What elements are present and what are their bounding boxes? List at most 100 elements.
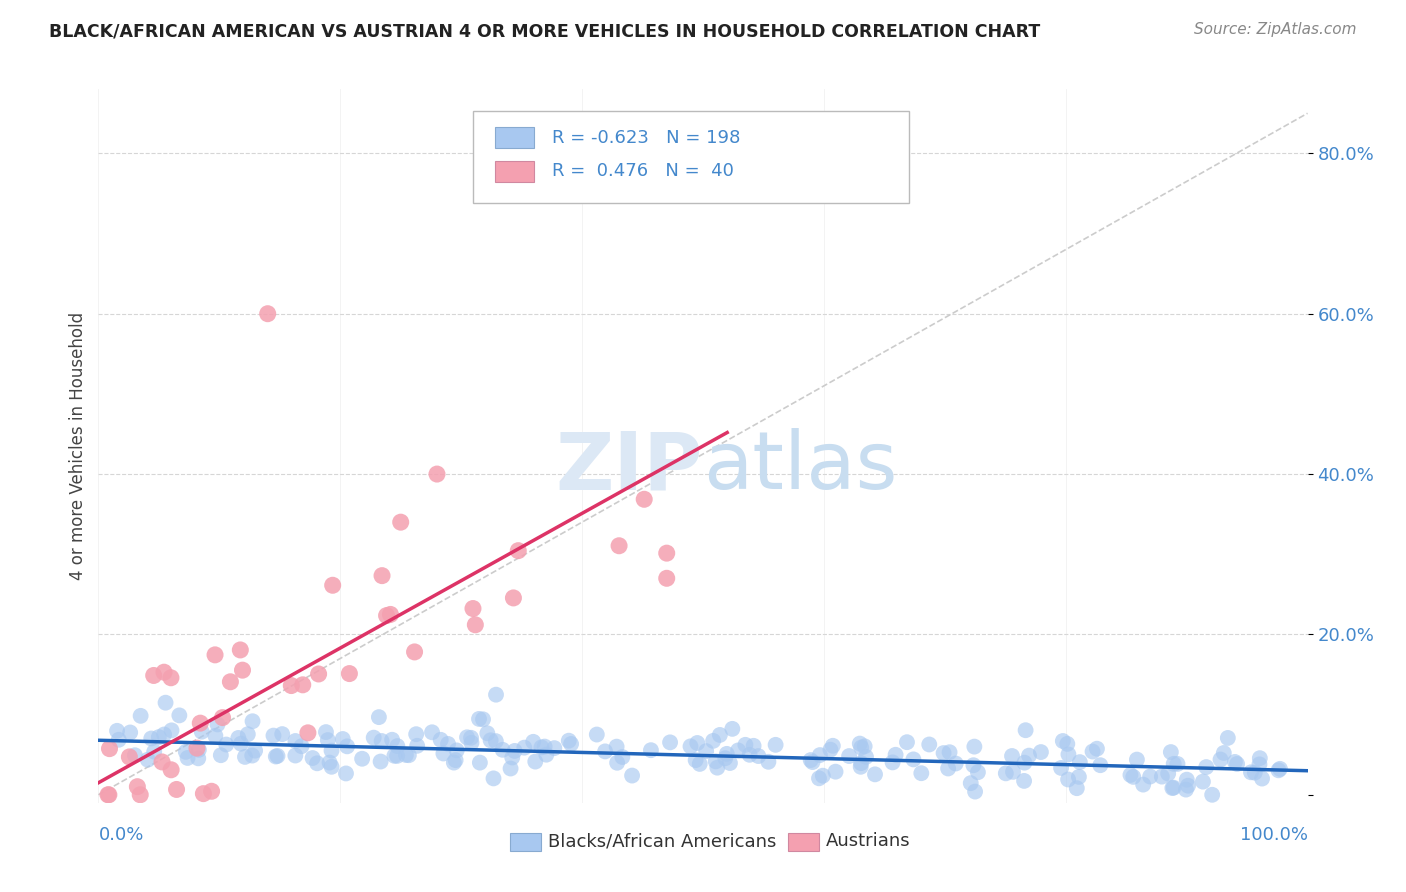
Point bbox=[1249, 757, 1271, 772]
Point bbox=[534, 146, 557, 161]
Point bbox=[160, 723, 183, 738]
Point bbox=[685, 753, 707, 767]
FancyBboxPatch shape bbox=[495, 161, 534, 182]
Text: R = -0.623   N = 198: R = -0.623 N = 198 bbox=[551, 128, 740, 146]
Point bbox=[1175, 772, 1198, 787]
Point bbox=[962, 758, 984, 772]
Point bbox=[849, 737, 872, 751]
Point bbox=[352, 752, 374, 766]
Point bbox=[863, 767, 886, 781]
Point bbox=[129, 709, 152, 723]
Point bbox=[718, 756, 741, 770]
Point bbox=[501, 750, 523, 764]
Point bbox=[1212, 746, 1234, 760]
Point bbox=[188, 716, 211, 731]
Point bbox=[380, 607, 402, 622]
Point bbox=[1069, 755, 1091, 769]
Point bbox=[1067, 770, 1090, 784]
Point bbox=[207, 717, 229, 731]
Point bbox=[1249, 751, 1271, 765]
Point bbox=[1174, 782, 1197, 797]
Point bbox=[910, 766, 932, 780]
Point bbox=[918, 738, 941, 752]
Point bbox=[758, 755, 780, 769]
Point bbox=[742, 739, 765, 753]
Point bbox=[1056, 737, 1078, 751]
Point bbox=[1052, 734, 1074, 748]
Point bbox=[186, 741, 208, 756]
Point bbox=[686, 736, 709, 750]
Point bbox=[1057, 747, 1080, 762]
Point bbox=[307, 756, 329, 771]
Point bbox=[716, 747, 738, 761]
Point bbox=[482, 772, 505, 786]
Point bbox=[513, 740, 536, 755]
Point bbox=[370, 755, 392, 769]
Point bbox=[321, 743, 343, 757]
Point bbox=[530, 740, 553, 755]
Point bbox=[479, 733, 502, 747]
Point bbox=[679, 739, 702, 754]
Point bbox=[1057, 772, 1080, 787]
Point bbox=[1050, 761, 1073, 775]
FancyBboxPatch shape bbox=[787, 833, 820, 851]
Point bbox=[1192, 774, 1215, 789]
Point bbox=[231, 663, 253, 677]
Point bbox=[800, 753, 823, 767]
Point bbox=[560, 737, 582, 751]
Point bbox=[1014, 756, 1036, 770]
Point bbox=[384, 748, 406, 763]
Point bbox=[655, 571, 678, 585]
Point bbox=[456, 731, 478, 745]
Point bbox=[370, 734, 392, 748]
Point bbox=[485, 734, 508, 748]
Point bbox=[229, 737, 252, 751]
Point bbox=[219, 674, 242, 689]
Point bbox=[1243, 765, 1265, 780]
Point bbox=[606, 756, 628, 770]
Point bbox=[1090, 758, 1112, 772]
Point bbox=[153, 727, 176, 741]
Point bbox=[187, 751, 209, 765]
Point bbox=[855, 750, 877, 764]
Point bbox=[371, 568, 394, 582]
Point bbox=[160, 671, 183, 685]
Point bbox=[1119, 768, 1142, 782]
Point bbox=[808, 772, 831, 786]
Point bbox=[405, 727, 427, 741]
Point bbox=[1081, 745, 1104, 759]
Point bbox=[339, 666, 361, 681]
Point bbox=[765, 738, 787, 752]
Point bbox=[176, 751, 198, 765]
Point bbox=[461, 601, 484, 615]
Point bbox=[215, 738, 238, 752]
Point bbox=[335, 766, 357, 780]
Point bbox=[316, 733, 339, 747]
Point bbox=[1012, 773, 1035, 788]
Point bbox=[460, 736, 482, 750]
Point bbox=[271, 727, 294, 741]
FancyBboxPatch shape bbox=[509, 833, 541, 851]
Point bbox=[389, 515, 412, 529]
Point bbox=[967, 765, 990, 780]
Point bbox=[321, 760, 343, 774]
Point bbox=[965, 784, 987, 798]
Point bbox=[256, 307, 278, 321]
Point bbox=[148, 730, 170, 744]
Text: 100.0%: 100.0% bbox=[1240, 826, 1308, 844]
Point bbox=[322, 578, 344, 592]
Point bbox=[659, 735, 682, 749]
Point bbox=[633, 492, 655, 507]
Point bbox=[522, 735, 544, 749]
Point bbox=[558, 733, 581, 747]
Point bbox=[533, 739, 555, 754]
FancyBboxPatch shape bbox=[474, 111, 908, 203]
Point bbox=[233, 750, 256, 764]
Point bbox=[200, 784, 222, 798]
Point bbox=[849, 756, 872, 771]
Point bbox=[460, 731, 482, 745]
Point bbox=[655, 546, 678, 560]
Point bbox=[404, 645, 426, 659]
Point bbox=[174, 745, 197, 759]
Point bbox=[851, 740, 873, 755]
